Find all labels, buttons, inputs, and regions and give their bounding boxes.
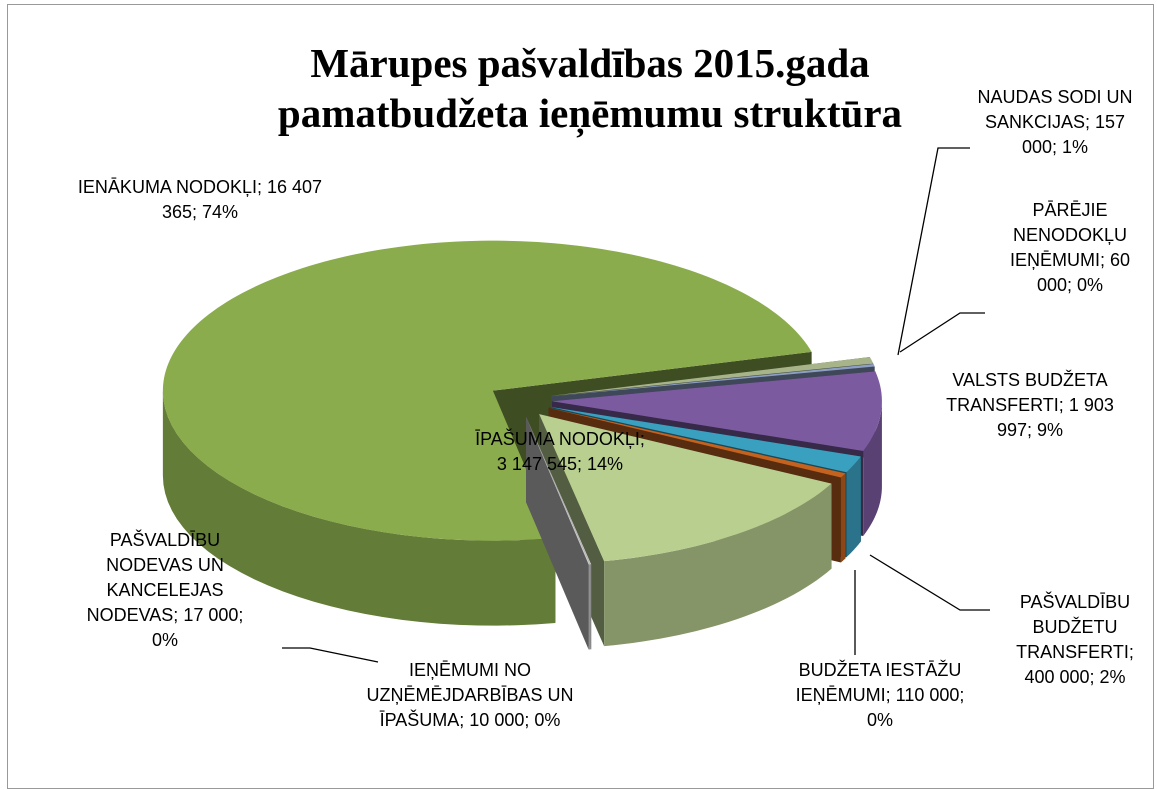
- slice-top: [162, 240, 812, 541]
- separator: ;: [1099, 250, 1105, 270]
- data-label: PĀRĒJIE NENODOKĻU IEŅĒMUMI; 60 000; 0%: [995, 198, 1145, 298]
- frame: [7, 4, 1154, 789]
- leader-line: [899, 312, 985, 353]
- data-label: NAUDAS SODI UN SANKCIJAS; 157 000; 1%: [965, 85, 1145, 160]
- separator: ;: [256, 177, 262, 197]
- category-name: PĀRĒJIE NENODOKĻU IEŅĒMUMI: [1009, 200, 1128, 270]
- percentage-label: 74%: [202, 202, 239, 222]
- slice-wall: [846, 456, 861, 558]
- slice-top: [551, 371, 882, 451]
- slice-wall: [840, 473, 846, 563]
- value-label: 60 000: [1036, 250, 1131, 295]
- slice-wall: [162, 390, 556, 626]
- separator: ;: [238, 605, 244, 625]
- separator: ;: [1084, 112, 1090, 132]
- slice-wall: [588, 564, 591, 650]
- leader-line: [869, 554, 990, 611]
- data-label: IENĀKUMA NODOKĻI; 16 407 365; 74%: [70, 175, 330, 225]
- pie: [162, 240, 882, 650]
- separator: ;: [524, 710, 530, 730]
- value-label: 16 407 365: [161, 177, 323, 222]
- chart-title: Mārupes pašvaldības 2015.gada pamatbudže…: [277, 40, 903, 136]
- leader-line: [897, 147, 970, 356]
- separator: ;: [577, 454, 583, 474]
- separator: ;: [1052, 137, 1058, 157]
- data-label: BUDŽETA IESTĀŽU IEŅĒMUMI; 110 000; 0%: [790, 658, 970, 733]
- leader-line: [282, 647, 379, 663]
- separator: ;: [191, 202, 197, 222]
- leader-lines: [282, 147, 990, 663]
- percentage-label: 0%: [151, 630, 178, 650]
- slice-wall: [590, 564, 592, 650]
- category-name: VALSTS BUDŽETA TRANSFERTI: [946, 370, 1108, 415]
- slice-side: [526, 417, 589, 650]
- slice-wall: [604, 483, 832, 647]
- value-label: 110 000: [895, 685, 960, 705]
- percentage-label: 0%: [866, 710, 893, 730]
- separator: ;: [1027, 420, 1033, 440]
- percentage-label: 1%: [1062, 137, 1089, 157]
- slice: [526, 417, 591, 650]
- slice-top: [551, 363, 875, 397]
- slice-top: [526, 417, 591, 565]
- category-name: BUDŽETA IESTĀŽU IEŅĒMUMI: [795, 660, 962, 705]
- percentage-label: 0%: [534, 710, 561, 730]
- data-label: IEŅĒMUMI NO UZŅĒMĒJDARBĪBAS UN ĪPAŠUMA; …: [360, 658, 580, 733]
- value-label: 157 000: [1021, 112, 1126, 157]
- data-label: PAŠVALDĪBU NODEVAS UN KANCELEJAS NODEVAS…: [75, 528, 255, 653]
- percentage-label: 0%: [1077, 275, 1104, 295]
- separator: ;: [459, 710, 465, 730]
- separator: ;: [885, 685, 891, 705]
- separator: ;: [1067, 275, 1073, 295]
- value-label: 1 903 997: [996, 395, 1114, 440]
- separator: ;: [1058, 395, 1064, 415]
- separator: ;: [1128, 642, 1134, 662]
- value-label: 400 000: [1024, 667, 1090, 687]
- slice-top: [549, 406, 861, 473]
- category-name: NAUDAS SODI UN SANKCIJAS: [977, 87, 1133, 132]
- value-label: 17 000: [183, 605, 239, 625]
- category-name: ĪPAŠUMA NODOKĻI: [475, 429, 640, 449]
- category-name: IENĀKUMA NODOKĻI: [77, 177, 257, 197]
- data-label: ĪPAŠUMA NODOKĻI; 3 147 545; 14%: [475, 427, 645, 477]
- data-label: VALSTS BUDŽETA TRANSFERTI; 1 903 997; 9%: [930, 368, 1130, 443]
- value-label: 3 147 545: [496, 454, 577, 474]
- percentage-label: 14%: [587, 454, 624, 474]
- slice-top: [526, 417, 592, 565]
- separator: ;: [639, 429, 645, 449]
- slice-wall: [863, 401, 882, 536]
- value-label: 10 000: [469, 710, 525, 730]
- separator: ;: [959, 685, 965, 705]
- percentage-label: 2%: [1099, 667, 1126, 687]
- separator: ;: [1089, 667, 1095, 687]
- category-name: PAŠVALDĪBU NODEVAS UN KANCELEJAS NODEVAS: [86, 530, 224, 625]
- category-name: IEŅĒMUMI NO UZŅĒMĒJDARBĪBAS UN ĪPAŠUMA: [366, 660, 574, 730]
- slice-top: [551, 357, 874, 396]
- category-name: PAŠVALDĪBU BUDŽETU TRANSFERTI: [1016, 592, 1131, 662]
- data-label: PAŠVALDĪBU BUDŽETU TRANSFERTI; 400 000; …: [1005, 590, 1145, 690]
- slice-top: [539, 414, 832, 562]
- separator: ;: [173, 605, 179, 625]
- slice-top: [548, 407, 846, 478]
- percentage-label: 9%: [1037, 420, 1064, 440]
